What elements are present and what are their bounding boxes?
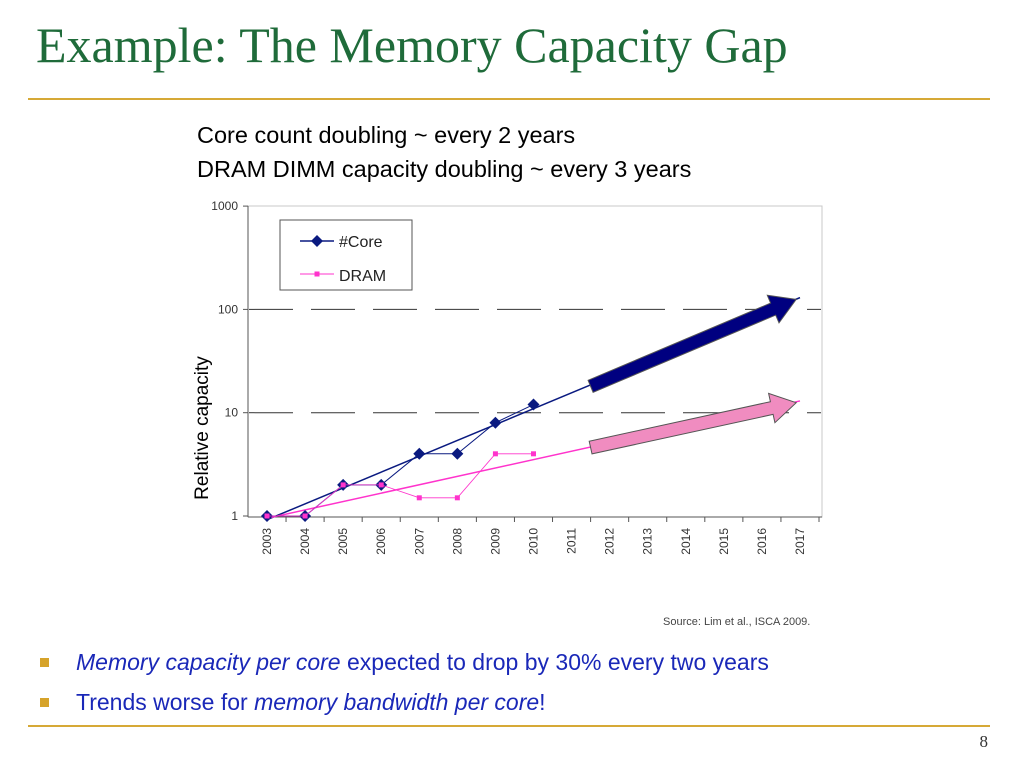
- data-point-dram: [454, 495, 460, 501]
- x-tick-label: 2012: [603, 528, 617, 555]
- legend-core-label: #Core: [339, 234, 383, 251]
- series-dram-line: [267, 453, 534, 517]
- data-point-dram: [378, 482, 384, 488]
- x-tick-label: 2003: [260, 528, 274, 555]
- data-point-dram: [302, 513, 308, 519]
- x-tick-label: 2017: [793, 528, 807, 555]
- subtitle-line-1: Core count doubling ~ every 2 years: [197, 122, 576, 148]
- page-number: 8: [979, 732, 989, 751]
- y-tick-label: 1: [231, 509, 238, 523]
- legend-box: [279, 219, 413, 291]
- x-tick-label: 2004: [298, 528, 312, 555]
- data-point-dram: [416, 495, 422, 501]
- y-tick-label: 10: [225, 406, 239, 420]
- x-tick-label: 2007: [412, 528, 426, 555]
- data-point-core: [451, 447, 464, 460]
- capacity-chart: 1 10 100 1000 2003 2004 2005 2006 2007 2008 2009 20…: [192, 199, 823, 555]
- title-rule: [28, 98, 990, 100]
- dram-trend-arrow: [588, 392, 798, 455]
- y-tick-label: 1000: [211, 199, 238, 213]
- x-tick-label: 2005: [336, 528, 350, 555]
- data-point-dram: [264, 513, 270, 519]
- x-tick-label: 2011: [565, 528, 579, 554]
- y-axis-title: Relative capacity: [192, 356, 213, 500]
- chart-subtitle: Core count doubling ~ every 2 years DRAM…: [197, 118, 691, 186]
- trend-arrows: [587, 294, 798, 455]
- bullet-2-italic: memory bandwidth per core: [254, 689, 540, 715]
- footer-rule: [28, 725, 990, 727]
- legend-dram-label: DRAM: [339, 268, 386, 285]
- subtitle-line-2: DRAM DIMM capacity doubling ~ every 3 ye…: [197, 156, 692, 182]
- series: [261, 398, 540, 522]
- x-tick-label: 2008: [450, 528, 464, 555]
- bullet-2-pre: Trends worse for: [76, 689, 255, 715]
- x-tick-label: 2014: [679, 528, 693, 555]
- data-point-core: [489, 416, 502, 429]
- source-citation: Source: Lim et al., ISCA 2009.: [663, 616, 811, 628]
- bullet-marker: [40, 658, 49, 667]
- legend: #Core DRAM: [279, 219, 413, 291]
- bullet-item: Memory capacity per core expected to dro…: [40, 644, 769, 684]
- x-tick-label: 2009: [488, 528, 502, 555]
- bullet-1-italic: Memory capacity per core: [76, 649, 341, 675]
- data-point-dram: [530, 451, 536, 457]
- y-tick-label: 100: [218, 302, 238, 316]
- legend-dram-marker: [314, 271, 320, 277]
- x-tick-label: 2015: [717, 528, 731, 555]
- x-tick-label: 2013: [641, 528, 655, 555]
- data-point-dram: [492, 451, 498, 457]
- slide-title: Example: The Memory Capacity Gap: [36, 17, 788, 73]
- bullet-1-text: expected to drop by 30% every two years: [340, 649, 769, 675]
- data-point-core: [413, 447, 426, 460]
- x-tick-label: 2010: [526, 528, 540, 555]
- data-point-dram: [340, 482, 346, 488]
- bullet-marker: [40, 698, 49, 707]
- bullet-list: Memory capacity per core expected to dro…: [40, 644, 769, 724]
- legend-core-marker: [311, 235, 323, 247]
- bullet-2-post: !: [539, 689, 546, 715]
- core-trend-arrow: [587, 294, 798, 393]
- data-point-core: [527, 398, 540, 411]
- x-tick-label: 2016: [755, 528, 769, 555]
- x-tick-label: 2006: [374, 528, 388, 555]
- axes: 1 10 100 1000 2003 2004 2005 2006 2007 2008 2009 20…: [211, 199, 822, 555]
- bullet-item: Trends worse for memory bandwidth per co…: [40, 684, 769, 724]
